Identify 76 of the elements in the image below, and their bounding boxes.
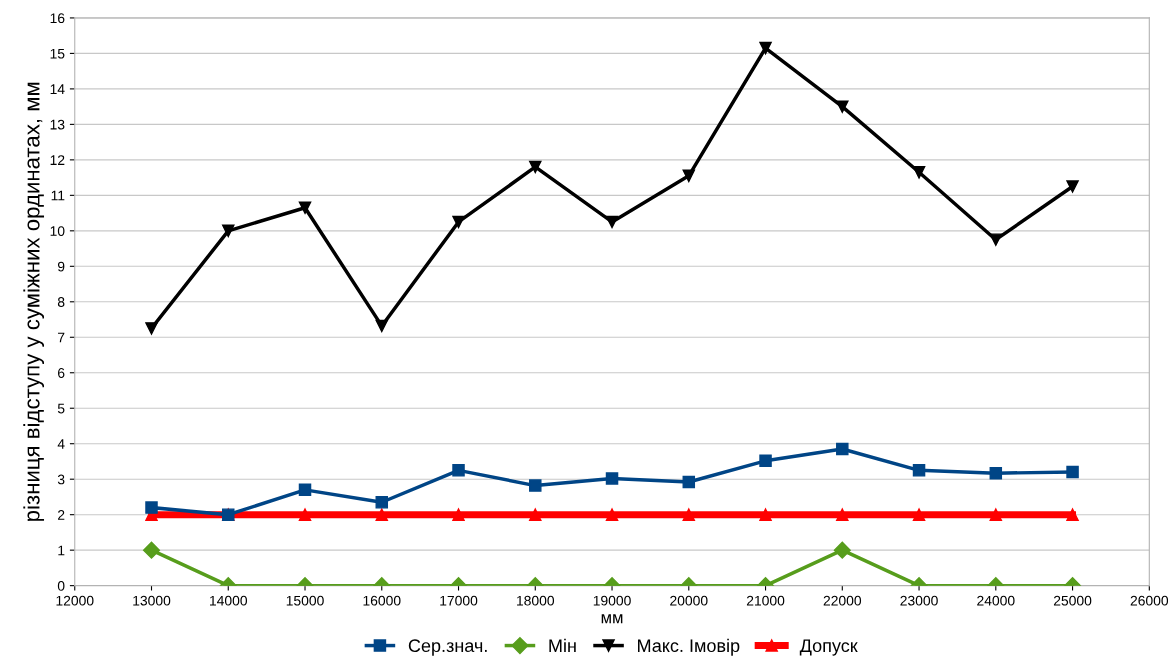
point bbox=[759, 508, 772, 521]
y-tick-label: 14 bbox=[50, 84, 65, 94]
point bbox=[759, 454, 772, 468]
x-tick-label: 16000 bbox=[363, 595, 401, 606]
y-axis-title: різниця відступу у суміжних ординатах, мм bbox=[23, 82, 45, 521]
point bbox=[682, 169, 696, 183]
point bbox=[298, 201, 312, 215]
x-tick-label: 23000 bbox=[900, 595, 938, 606]
point bbox=[836, 100, 849, 113]
point bbox=[605, 508, 619, 521]
point bbox=[145, 322, 158, 335]
point bbox=[452, 464, 465, 477]
x-tick-label: 19000 bbox=[593, 595, 631, 606]
point bbox=[529, 479, 542, 492]
y-tick-label: 13 bbox=[50, 119, 65, 130]
point bbox=[759, 41, 772, 55]
point bbox=[142, 541, 161, 559]
x-axis-title: мм bbox=[601, 614, 623, 624]
y-tick-label: 2 bbox=[58, 510, 65, 520]
point bbox=[605, 472, 619, 485]
x-tick-label: 18000 bbox=[517, 595, 555, 606]
legend-label: Мін bbox=[549, 638, 576, 652]
legend-label: Допуск bbox=[799, 639, 858, 656]
point bbox=[833, 541, 851, 559]
point bbox=[145, 501, 158, 514]
legend-label: Макс. Імовір bbox=[638, 638, 740, 656]
x-tick-label: 15000 bbox=[286, 595, 324, 606]
legend-label: Сер.знач. bbox=[408, 639, 487, 656]
point bbox=[298, 483, 312, 497]
point bbox=[836, 442, 849, 456]
point bbox=[1066, 508, 1079, 521]
x-tick-label: 14000 bbox=[210, 595, 248, 606]
x-tick-label: 25000 bbox=[1053, 595, 1092, 606]
point bbox=[298, 508, 312, 521]
y-tick-label: 15 bbox=[50, 48, 65, 59]
x-tick-label: 13000 bbox=[133, 595, 171, 606]
point bbox=[682, 508, 696, 521]
point bbox=[529, 508, 542, 521]
point bbox=[1066, 465, 1079, 479]
point bbox=[989, 233, 1003, 246]
y-tick-label: 4 bbox=[57, 439, 65, 449]
y-tick-label: 16 bbox=[50, 13, 65, 24]
y-tick-label: 10 bbox=[50, 226, 65, 236]
point bbox=[836, 508, 849, 521]
point bbox=[912, 464, 926, 477]
point bbox=[375, 508, 389, 521]
y-tick-label: 12 bbox=[50, 155, 65, 165]
y-tick-label: 3 bbox=[57, 474, 65, 485]
x-tick-label: 12000 bbox=[56, 595, 94, 606]
point bbox=[989, 466, 1003, 480]
point bbox=[912, 166, 926, 179]
point bbox=[605, 215, 619, 229]
point bbox=[912, 508, 926, 521]
y-tick-label: 8 bbox=[57, 297, 65, 307]
point bbox=[375, 496, 389, 509]
point bbox=[452, 508, 465, 521]
x-tick-label: 22000 bbox=[823, 595, 862, 606]
x-tick-label: 24000 bbox=[977, 595, 1015, 606]
y-tick-label: 1 bbox=[58, 545, 65, 556]
point bbox=[529, 160, 542, 174]
x-tick-label: 21000 bbox=[746, 595, 785, 606]
point bbox=[375, 319, 389, 333]
y-tick-label: 7 bbox=[58, 332, 65, 343]
point bbox=[452, 215, 465, 229]
y-tick-label: 11 bbox=[51, 190, 65, 201]
point bbox=[989, 508, 1003, 521]
y-tick-label: 9 bbox=[57, 261, 65, 272]
point bbox=[222, 224, 235, 238]
x-tick-label: 17000 bbox=[440, 595, 478, 606]
x-tick-label: 20000 bbox=[670, 595, 708, 606]
y-tick-label: 0 bbox=[57, 580, 65, 591]
x-tick-label: 26000 bbox=[1130, 595, 1168, 606]
y-tick-label: 5 bbox=[57, 403, 65, 414]
point bbox=[682, 475, 696, 489]
point bbox=[1066, 180, 1079, 193]
y-tick-label: 6 bbox=[58, 368, 65, 378]
